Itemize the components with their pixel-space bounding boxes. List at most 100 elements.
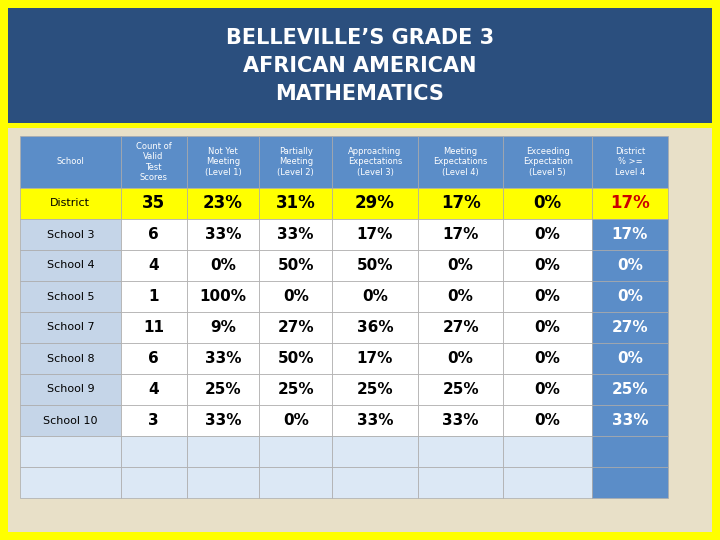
- Bar: [592, 188, 668, 219]
- Bar: [259, 343, 332, 374]
- Text: 6: 6: [148, 351, 159, 366]
- Bar: [418, 136, 503, 188]
- Bar: [503, 250, 592, 281]
- Text: Not Yet
Meeting
(Level 1): Not Yet Meeting (Level 1): [204, 147, 241, 177]
- Bar: [332, 136, 418, 188]
- Text: Partially
Meeting
(Level 2): Partially Meeting (Level 2): [277, 147, 314, 177]
- Bar: [121, 405, 186, 436]
- Text: 17%: 17%: [612, 227, 648, 242]
- Bar: [186, 188, 259, 219]
- Text: 0%: 0%: [283, 413, 309, 428]
- Bar: [332, 312, 418, 343]
- Text: 33%: 33%: [204, 351, 241, 366]
- Text: School 3: School 3: [47, 230, 94, 240]
- Bar: [592, 219, 668, 250]
- Text: 0%: 0%: [535, 258, 561, 273]
- Bar: [186, 343, 259, 374]
- Bar: [259, 467, 332, 498]
- Text: 27%: 27%: [612, 320, 648, 335]
- Bar: [186, 374, 259, 405]
- Text: 9%: 9%: [210, 320, 236, 335]
- Bar: [592, 405, 668, 436]
- Text: 0%: 0%: [535, 382, 561, 397]
- Bar: [20, 405, 121, 436]
- Text: 0%: 0%: [535, 289, 561, 304]
- Text: BELLEVILLE’S GRADE 3: BELLEVILLE’S GRADE 3: [226, 28, 494, 48]
- Text: School 9: School 9: [47, 384, 94, 395]
- Bar: [20, 136, 121, 188]
- Text: 50%: 50%: [356, 258, 393, 273]
- Text: School: School: [56, 158, 84, 166]
- Bar: [259, 250, 332, 281]
- Text: 3: 3: [148, 413, 159, 428]
- Text: School 10: School 10: [43, 415, 98, 426]
- Text: 25%: 25%: [204, 382, 241, 397]
- Bar: [20, 188, 121, 219]
- Bar: [418, 467, 503, 498]
- Text: 0%: 0%: [448, 289, 474, 304]
- Bar: [332, 467, 418, 498]
- Text: 17%: 17%: [610, 194, 650, 213]
- Text: 0%: 0%: [535, 351, 561, 366]
- Bar: [121, 188, 186, 219]
- Bar: [259, 188, 332, 219]
- Bar: [20, 374, 121, 405]
- Bar: [332, 219, 418, 250]
- Text: 0%: 0%: [535, 320, 561, 335]
- Text: Meeting
Expectations
(Level 4): Meeting Expectations (Level 4): [433, 147, 488, 177]
- Bar: [592, 136, 668, 188]
- Text: 0%: 0%: [448, 258, 474, 273]
- Bar: [121, 436, 186, 467]
- Bar: [332, 405, 418, 436]
- Bar: [332, 343, 418, 374]
- Bar: [418, 312, 503, 343]
- Bar: [20, 467, 121, 498]
- Bar: [20, 312, 121, 343]
- Bar: [332, 281, 418, 312]
- Bar: [186, 405, 259, 436]
- Text: 23%: 23%: [203, 194, 243, 213]
- Bar: [503, 343, 592, 374]
- Text: 100%: 100%: [199, 289, 246, 304]
- Text: Approaching
Expectations
(Level 3): Approaching Expectations (Level 3): [348, 147, 402, 177]
- Text: 25%: 25%: [442, 382, 479, 397]
- Bar: [259, 405, 332, 436]
- Text: 25%: 25%: [612, 382, 648, 397]
- Bar: [186, 250, 259, 281]
- Bar: [259, 312, 332, 343]
- Bar: [418, 281, 503, 312]
- Text: 0%: 0%: [210, 258, 236, 273]
- Bar: [121, 312, 186, 343]
- Bar: [592, 281, 668, 312]
- Text: 25%: 25%: [356, 382, 393, 397]
- Text: 0%: 0%: [617, 289, 643, 304]
- Bar: [592, 250, 668, 281]
- Text: AFRICAN AMERICAN: AFRICAN AMERICAN: [243, 56, 477, 76]
- Bar: [20, 436, 121, 467]
- Bar: [503, 188, 592, 219]
- Bar: [503, 219, 592, 250]
- Text: 6: 6: [148, 227, 159, 242]
- Bar: [418, 219, 503, 250]
- Bar: [503, 281, 592, 312]
- Bar: [332, 436, 418, 467]
- Text: 0%: 0%: [534, 194, 562, 213]
- Text: 27%: 27%: [442, 320, 479, 335]
- Bar: [186, 467, 259, 498]
- Bar: [259, 281, 332, 312]
- Text: MATHEMATICS: MATHEMATICS: [276, 84, 444, 104]
- Text: 11: 11: [143, 320, 164, 335]
- Text: 0%: 0%: [535, 413, 561, 428]
- Bar: [592, 374, 668, 405]
- Bar: [503, 467, 592, 498]
- Bar: [121, 250, 186, 281]
- Text: 31%: 31%: [276, 194, 315, 213]
- Text: 0%: 0%: [617, 351, 643, 366]
- Bar: [186, 312, 259, 343]
- Bar: [503, 136, 592, 188]
- Text: 4: 4: [148, 258, 159, 273]
- Text: 33%: 33%: [204, 413, 241, 428]
- Text: 0%: 0%: [448, 351, 474, 366]
- Text: 1: 1: [148, 289, 159, 304]
- Text: Exceeding
Expectation
(Level 5): Exceeding Expectation (Level 5): [523, 147, 572, 177]
